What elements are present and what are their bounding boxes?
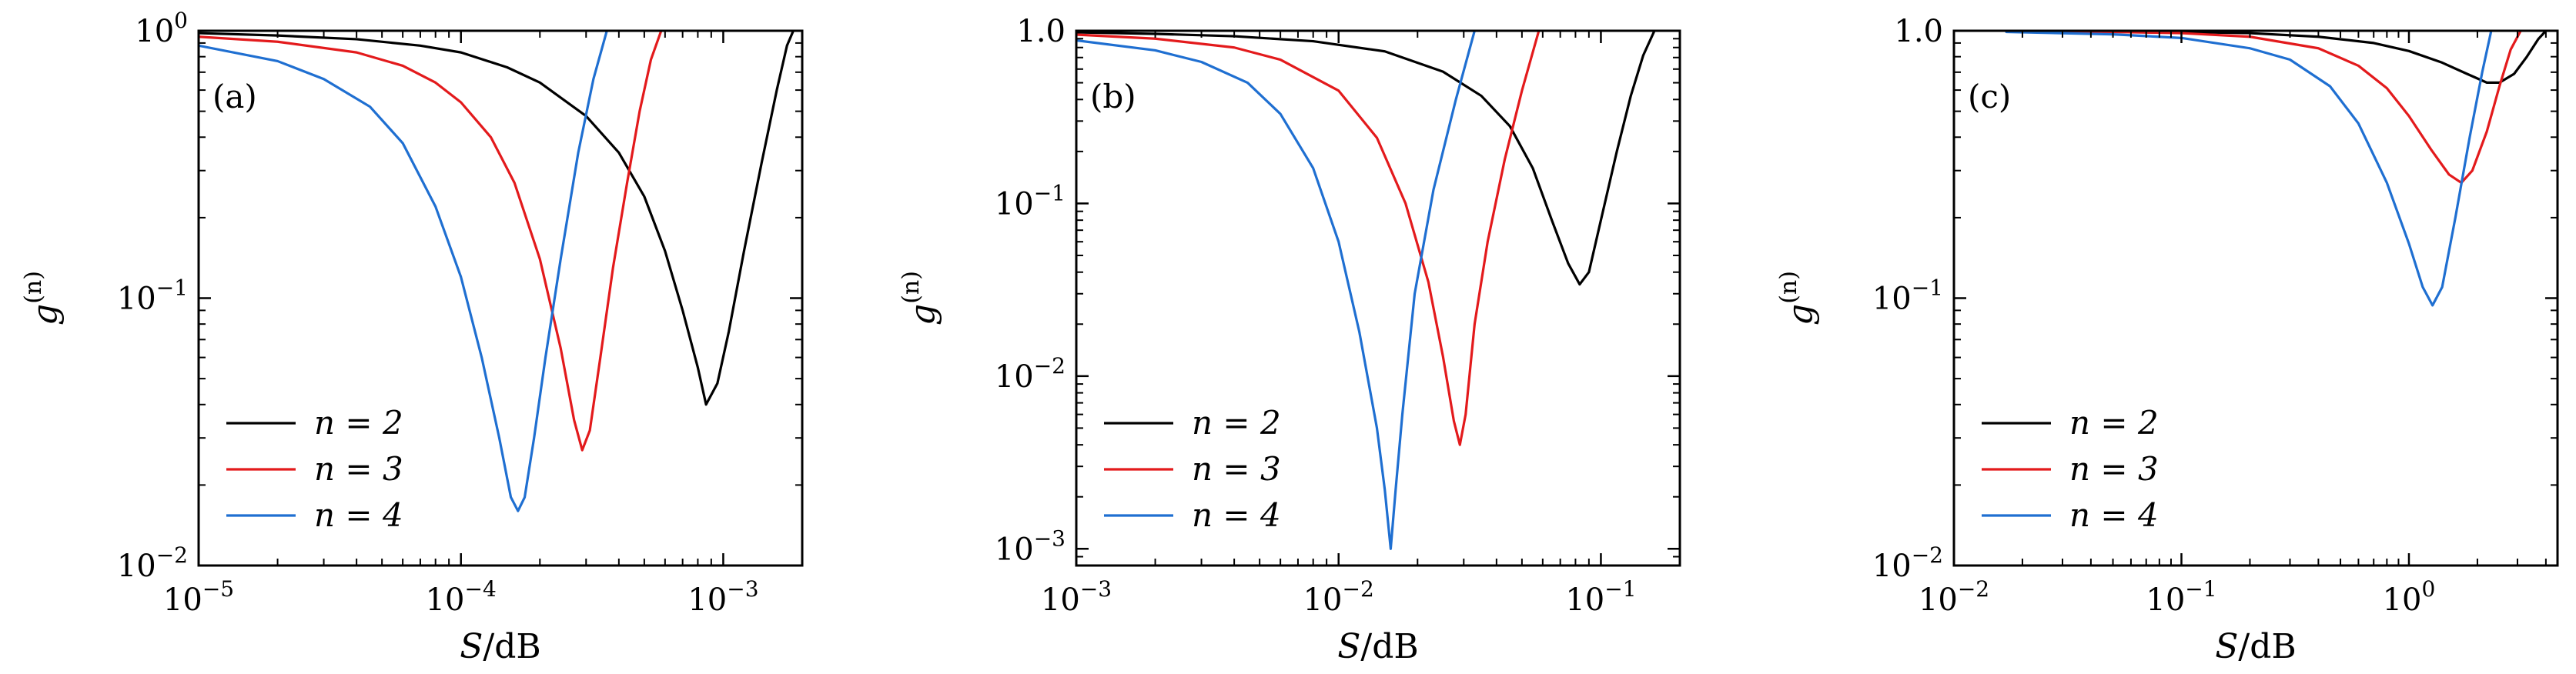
chart-panel-1: 10−5 10−4 10−3 10−2 10−1 100 S/dB g(n) (a) n = 2 n… [20,8,804,666]
y-tick-label: 1.0 [1894,14,1943,49]
panel-label: (a) [212,78,257,115]
series-line-1 [199,31,795,406]
y-tick-label: 10−1 [117,275,188,317]
chart-panel-2: 10−3 10−2 10−1 10−3 10−2 10−1 1.0 S/dB g(n) (b) n … [898,14,1681,666]
plot-frame [1075,29,1681,567]
y-axis-label: g(n) [1775,271,1820,325]
x-tick-label: 10−1 [1565,576,1636,618]
series-line-1 [2005,31,2548,84]
y-tick-label: 10−1 [995,180,1066,222]
plot-frame [197,29,804,567]
series-line-2 [199,31,663,452]
panel-label: (b) [1090,78,1136,115]
series-line-1 [1076,31,1656,286]
x-tick-label: 10−2 [1919,576,1989,618]
legend-label: n = 3 [2069,450,2159,488]
series-line-3 [1076,31,1476,550]
y-axis-label: g(n) [20,271,65,325]
y-tick-label: 10−1 [1872,275,1943,317]
legend-label: n = 2 [1192,404,1281,442]
series-line-2 [2005,31,2522,185]
y-axis-label: g(n) [898,271,942,325]
legend-label: n = 4 [314,496,403,534]
series-line-3 [199,31,608,512]
x-tick-label: 10−3 [1041,576,1112,618]
legend-label: n = 3 [1192,450,1281,488]
x-tick-label: 10−4 [426,576,497,618]
y-tick-label: 10−2 [1872,542,1943,584]
panel-label: (c) [1968,78,2011,115]
series-line-2 [1076,31,1541,446]
x-tick-label: 10−3 [687,576,758,618]
x-tick-label: 100 [2383,576,2436,618]
y-tick-label: 10−2 [995,353,1066,395]
legend-label: n = 2 [2069,404,2159,442]
legend-label: n = 4 [2069,496,2159,534]
y-tick-label: 100 [135,8,188,49]
legend-label: n = 2 [314,404,403,442]
x-axis-label: S/dB [460,627,540,666]
x-axis-label: S/dB [2215,627,2296,666]
legend-label: n = 3 [314,450,403,488]
legend-label: n = 4 [1192,496,1281,534]
series-line-3 [2005,31,2493,307]
chart-panel-3: 10−2 10−1 100 10−2 10−1 1.0 S/dB g(n) (c) n = 2 n … [1775,14,2559,666]
x-axis-label: S/dB [1337,627,1418,666]
plot-frame [1952,29,2559,567]
x-tick-label: 10−1 [2146,576,2216,618]
y-tick-label: 1.0 [1016,14,1066,49]
x-tick-label: 10−2 [1303,576,1374,618]
y-tick-label: 10−2 [117,542,188,584]
y-tick-label: 10−3 [995,526,1066,567]
x-tick-label: 10−5 [163,576,234,618]
